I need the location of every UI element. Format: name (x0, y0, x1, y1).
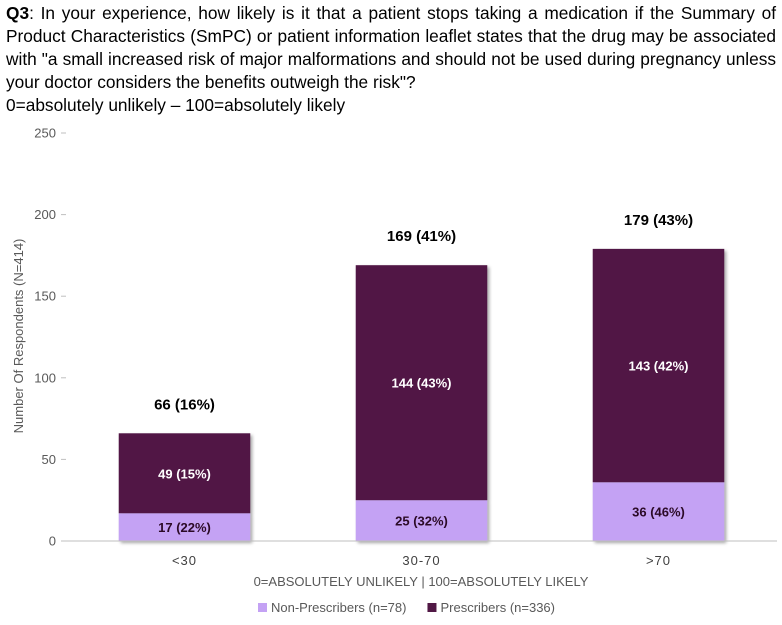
question-body: : In your experience, how likely is it t… (6, 3, 776, 92)
y-axis-title: Number Of Respondents (N=414) (11, 239, 26, 434)
bar-stack (118, 433, 251, 541)
x-axis-title: 0=ABSOLUTELY UNLIKELY | 100=ABSOLUTELY L… (254, 574, 589, 589)
y-tick-label: 250 (34, 126, 56, 141)
bar-non-prescribers (355, 500, 488, 541)
bar-prescribers (592, 248, 725, 483)
legend-label-prescribers: Prescribers (n=336) (440, 600, 555, 615)
total-label: 179 (43%) (624, 212, 693, 229)
total-label: 66 (16%) (154, 396, 215, 413)
legend: Non-Prescribers (n=78) Prescribers (n=336… (258, 600, 555, 615)
legend-label-non-prescribers: Non-Prescribers (n=78) (271, 600, 406, 615)
x-category-label: >70 (646, 553, 671, 568)
bar-stack (592, 248, 725, 541)
x-category-label: 30-70 (402, 553, 440, 568)
scale-note: 0=absolutely unlikely – 100=absolutely l… (6, 95, 346, 115)
y-axis: 0 50 100 150 200 250 (34, 126, 66, 549)
legend-swatch-prescribers (427, 603, 437, 612)
data-label-prescribers: 143 (42%) (629, 359, 689, 374)
question-text: Q3: In your experience, how likely is it… (6, 2, 776, 117)
bars: 17 (22%) 49 (15%) 66 (16%) 25 (32%) 144 (43%… (118, 212, 725, 541)
data-label-prescribers: 49 (15%) (158, 466, 211, 481)
y-tick-label: 200 (34, 207, 56, 222)
data-label-non-prescribers: 17 (22%) (158, 520, 211, 535)
bar-non-prescribers (118, 513, 251, 541)
legend-swatch-non-prescribers (258, 603, 267, 612)
question-id: Q3 (6, 3, 30, 23)
x-axis: <30 30-70 >70 (66, 540, 777, 568)
x-category-label: <30 (172, 553, 197, 568)
bar-prescribers (118, 433, 251, 514)
y-tick-label: 50 (42, 452, 56, 467)
bar-stack (355, 265, 488, 541)
data-label-prescribers: 144 (43%) (392, 376, 452, 391)
y-tick-label: 100 (34, 370, 56, 385)
bar-non-prescribers (592, 482, 725, 541)
data-label-non-prescribers: 25 (32%) (395, 514, 448, 529)
total-label: 169 (41%) (387, 228, 456, 245)
bar-prescribers (355, 265, 488, 501)
data-label-non-prescribers: 36 (46%) (632, 505, 685, 520)
y-tick-label: 150 (34, 289, 56, 304)
y-tick-label: 0 (49, 534, 56, 549)
